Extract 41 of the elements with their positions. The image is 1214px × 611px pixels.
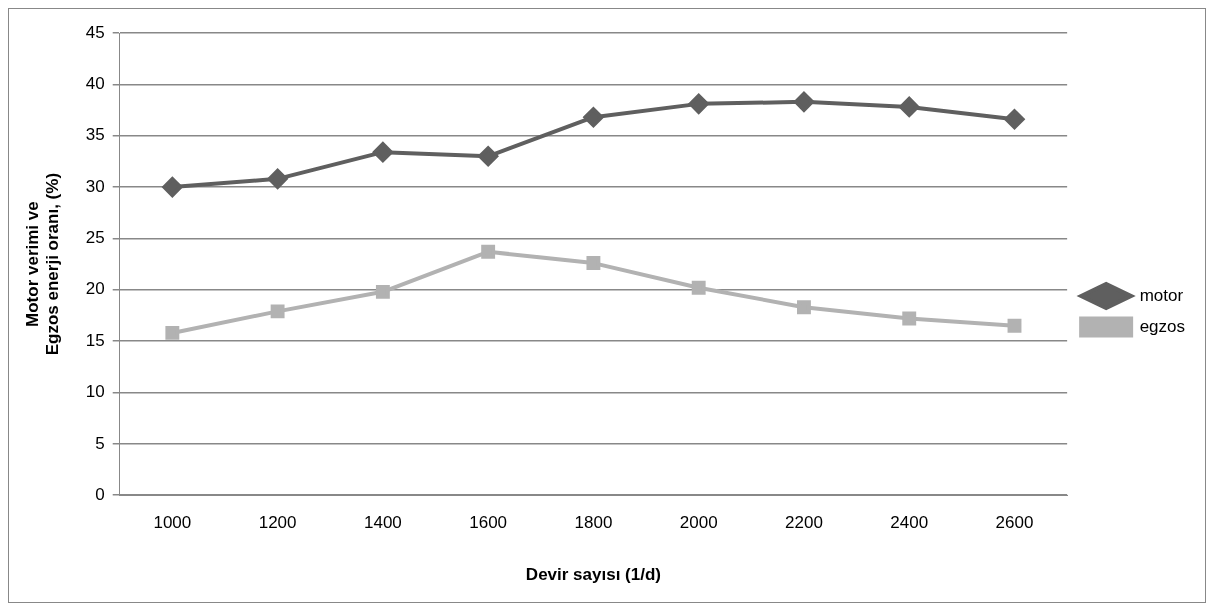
x-tick-label: 1800 bbox=[574, 513, 613, 533]
point bbox=[902, 311, 917, 326]
x-tick-label: 2200 bbox=[785, 513, 823, 533]
point bbox=[793, 91, 814, 112]
x-tick-label: 1600 bbox=[469, 513, 508, 533]
point bbox=[797, 300, 811, 315]
point bbox=[688, 93, 709, 114]
point bbox=[1007, 318, 1022, 333]
x-axis-title: Devir sayısı (1/d) bbox=[525, 565, 661, 585]
point bbox=[586, 256, 601, 271]
y-tick-label: 10 bbox=[85, 382, 105, 402]
point bbox=[267, 168, 288, 189]
point bbox=[165, 325, 180, 340]
point bbox=[583, 107, 604, 128]
y-tick-label: 40 bbox=[85, 74, 105, 94]
y-tick-label: 15 bbox=[85, 330, 105, 350]
point bbox=[1004, 109, 1025, 130]
x-tick-label: 1000 bbox=[153, 513, 192, 533]
y-tick-label: 25 bbox=[85, 228, 105, 248]
point bbox=[270, 304, 285, 319]
x-tick-label: 1200 bbox=[258, 513, 297, 533]
point bbox=[372, 142, 393, 163]
x-tick-label: 1400 bbox=[363, 513, 402, 533]
y-tick-label: 45 bbox=[85, 22, 105, 42]
x-tick-label: 2600 bbox=[995, 513, 1034, 533]
y-axis-title: Motor verimi ve Egzos enerji oranı, (%) bbox=[22, 172, 63, 356]
y-tick-label: 5 bbox=[95, 433, 105, 453]
point bbox=[375, 284, 390, 299]
point bbox=[478, 146, 499, 167]
point bbox=[691, 280, 706, 295]
y-tick-label: 0 bbox=[95, 484, 105, 504]
x-tick-label: 2400 bbox=[890, 513, 929, 533]
y-tick-label: 20 bbox=[85, 279, 105, 299]
legend-label: motor bbox=[1139, 285, 1184, 305]
y-tick-label: 35 bbox=[85, 125, 105, 145]
y-tick-label: 30 bbox=[85, 176, 105, 196]
point bbox=[162, 177, 183, 198]
point bbox=[899, 96, 920, 117]
x-tick-label: 2000 bbox=[679, 513, 718, 533]
legend-label: egzos bbox=[1139, 316, 1186, 336]
point bbox=[481, 244, 496, 259]
